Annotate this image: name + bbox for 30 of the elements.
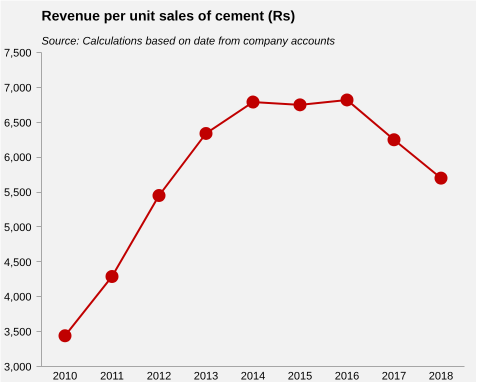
point xyxy=(434,172,448,185)
y-tick-label: 4,500 xyxy=(4,256,32,269)
x-tick-label: 2015 xyxy=(288,370,312,382)
x-tick-label: 2012 xyxy=(146,370,172,382)
y-tick-label: 3,500 xyxy=(4,326,32,339)
point xyxy=(340,93,354,106)
chart-title: Revenue per unit sales of cement (Rs) xyxy=(42,8,296,24)
y-tick-label: 7,500 xyxy=(4,48,32,60)
point xyxy=(106,270,118,283)
point xyxy=(152,189,166,202)
x-tick-label: 2014 xyxy=(240,370,266,382)
point xyxy=(246,96,260,109)
y-tick-label: 6,000 xyxy=(4,152,32,164)
y-tick-label: 7,000 xyxy=(4,82,32,94)
point xyxy=(294,98,306,112)
y-tick-label: 3,000 xyxy=(4,362,32,374)
x-tick-label: 2011 xyxy=(100,370,124,382)
point xyxy=(200,126,212,140)
y-tick-label: 5,000 xyxy=(4,222,32,234)
x-tick-label: 2016 xyxy=(334,370,360,382)
x-tick-label: 2017 xyxy=(382,370,406,382)
point xyxy=(388,133,400,146)
y-tick-label: 5,500 xyxy=(4,187,32,200)
y-tick-label: 6,500 xyxy=(4,117,32,130)
point xyxy=(58,329,72,342)
x-tick-label: 2013 xyxy=(194,370,218,382)
x-tick-label: 2018 xyxy=(428,370,454,382)
x-tick-label: 2010 xyxy=(52,370,78,382)
y-tick-label: 4,000 xyxy=(4,292,32,304)
chart-subtitle: Source: Calculations based on date from company accounts xyxy=(42,36,336,48)
